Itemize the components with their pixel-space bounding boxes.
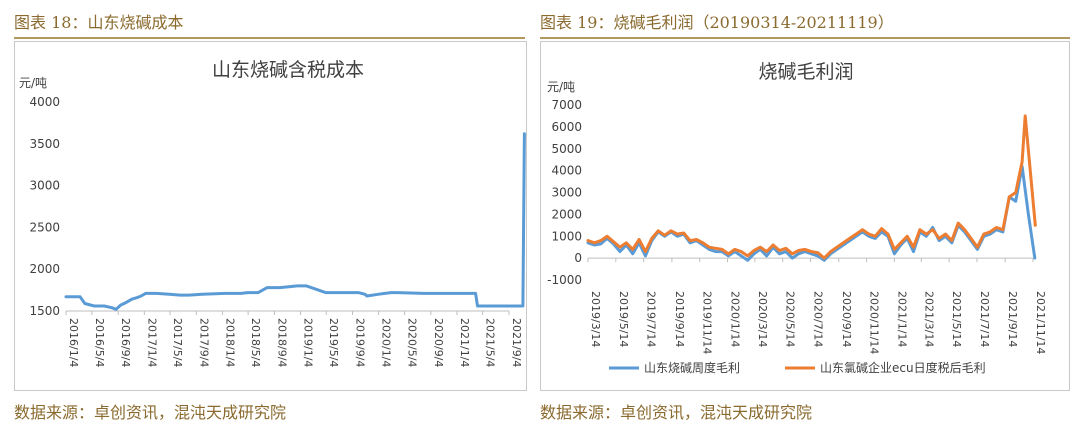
- x-tick-label: 2020/7/14: [812, 291, 825, 347]
- y-tick-label: 7000: [551, 98, 582, 112]
- y-tick-label: 5000: [551, 142, 582, 156]
- x-tick-label: 2018/5/4: [249, 318, 262, 367]
- x-tick-label: 2019/9/4: [354, 318, 367, 367]
- y-tick-label: 6000: [551, 120, 582, 134]
- left-title-rule: [14, 37, 525, 39]
- x-tick-label: 2019/1/4: [302, 318, 315, 367]
- right-source-note: 数据来源：卓创资讯，混沌天成研究院: [540, 403, 813, 422]
- x-tick-label: 2021/3/14: [922, 291, 935, 347]
- series-line: [586, 114, 1037, 260]
- y-tick-label: 4000: [29, 95, 60, 109]
- x-tick-label: 2017/9/4: [197, 318, 210, 367]
- x-tick-label: 2017/5/4: [171, 318, 184, 367]
- x-tick-label: 2019/11/14: [701, 291, 714, 354]
- left-source-note: 数据来源：卓创资讯，混沌天成研究院: [14, 403, 287, 422]
- left-figure-title: 图表 18：山东烧碱成本: [14, 13, 184, 32]
- x-tick-label: 2020/1/14: [729, 291, 742, 347]
- x-tick-label: 2019/7/14: [645, 291, 658, 347]
- x-tick-label: 2016/9/4: [119, 318, 132, 367]
- left-chart-panel: 山东烧碱含税成本元/吨 1500 2000 2500 3000 3500 4000 2016/…: [14, 41, 527, 391]
- y-tick-label: 0: [574, 251, 582, 265]
- x-tick-label: 2020/11/14: [868, 291, 881, 354]
- x-tick-label: 2018/1/4: [223, 318, 236, 367]
- y-axis-unit-label: 元/吨: [547, 80, 575, 94]
- x-tick-label: 2020/9/4: [432, 318, 445, 367]
- chart-title: 山东烧碱含税成本: [212, 59, 364, 81]
- y-tick-label: 1000: [551, 229, 582, 243]
- x-tick-label: 2019/5/14: [617, 291, 630, 347]
- x-tick-label: 2019/3/14: [589, 291, 602, 347]
- y-tick-label: 2000: [29, 262, 60, 276]
- x-tick-label: 2021/9/14: [1006, 291, 1019, 347]
- x-tick-label: 2021/5/14: [950, 291, 963, 347]
- x-tick-label: 2020/9/14: [840, 291, 853, 347]
- x-tick-label: 2020/1/4: [380, 318, 393, 367]
- y-tick-label: 2500: [29, 220, 60, 234]
- right-figure-title: 图表 19：烧碱毛利润（20190314-20211119）: [540, 13, 894, 32]
- y-tick-label: 3000: [29, 179, 60, 193]
- chart-title: 烧碱毛利润: [758, 61, 853, 83]
- x-tick-label: 2019/5/4: [327, 318, 340, 367]
- x-tick-label: 2021/7/14: [978, 291, 991, 347]
- legend-label: 山东氯碱企业ecu日度税后毛利: [820, 360, 986, 375]
- x-tick-label: 2020/5/14: [784, 291, 797, 347]
- y-tick-label: 1500: [29, 304, 60, 318]
- y-tick-label: 4000: [551, 164, 582, 178]
- y-tick-label: 2000: [551, 207, 582, 221]
- y-tick-label: 3000: [551, 186, 582, 200]
- x-tick-label: 2021/1/14: [895, 291, 908, 347]
- x-tick-label: 2018/9/4: [275, 318, 288, 367]
- series-line: [64, 132, 526, 311]
- x-tick-label: 2020/3/14: [756, 291, 769, 347]
- x-tick-label: 2020/5/4: [406, 318, 419, 367]
- right-title-rule: [540, 37, 1070, 39]
- right-chart-panel: 烧碱毛利润元/吨 -1000 0 1000 2000 3000 4000 5000 6000 70…: [540, 41, 1070, 391]
- y-tick-label: -1000: [547, 273, 582, 287]
- x-tick-label: 2016/5/4: [93, 318, 106, 367]
- x-tick-label: 2016/1/4: [67, 318, 80, 367]
- x-tick-label: 2021/11/14: [1034, 291, 1047, 354]
- x-tick-label: 2021/1/4: [458, 318, 471, 367]
- x-tick-label: 2021/9/4: [510, 318, 523, 367]
- x-tick-label: 2017/1/4: [145, 318, 158, 367]
- x-tick-label: 2021/5/4: [484, 318, 497, 367]
- y-axis-unit-label: 元/吨: [19, 76, 47, 90]
- y-tick-label: 3500: [29, 137, 60, 151]
- x-tick-label: 2019/9/14: [673, 291, 686, 347]
- legend-label: 山东烧碱周度毛利: [644, 360, 740, 375]
- series-line: [586, 164, 1037, 262]
